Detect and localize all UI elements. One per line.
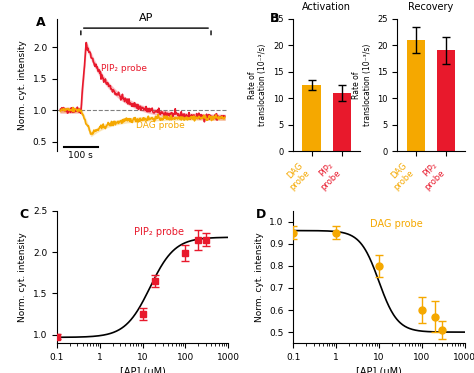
Title: Recovery: Recovery	[408, 2, 454, 12]
Text: B: B	[270, 12, 279, 25]
Text: 100 s: 100 s	[68, 151, 93, 160]
Bar	[302, 85, 321, 151]
Y-axis label: Rate of
translocation (10⁻²/s): Rate of translocation (10⁻²/s)	[248, 44, 267, 126]
Bar	[333, 93, 351, 151]
Y-axis label: Rate of
translocation (10⁻³/s): Rate of translocation (10⁻³/s)	[352, 44, 372, 126]
Text: C: C	[19, 208, 28, 221]
Y-axis label: Norm. cyt. intensity: Norm. cyt. intensity	[18, 232, 27, 322]
Text: PIP₂ probe: PIP₂ probe	[134, 226, 184, 236]
Title: Activation: Activation	[302, 2, 351, 12]
Text: DAG probe: DAG probe	[370, 219, 423, 229]
Y-axis label: Norm. cyt. intensity: Norm. cyt. intensity	[18, 40, 27, 130]
Bar	[437, 50, 456, 151]
Text: AP: AP	[139, 13, 153, 23]
Text: A: A	[36, 16, 46, 29]
Text: D: D	[255, 208, 266, 221]
X-axis label: [AP] (μM): [AP] (μM)	[119, 367, 165, 373]
X-axis label: [AP] (μM): [AP] (μM)	[356, 367, 402, 373]
Y-axis label: Norm. cyt. intensity: Norm. cyt. intensity	[255, 232, 264, 322]
Text: PIP₂ probe: PIP₂ probe	[101, 64, 147, 73]
Bar	[407, 40, 425, 151]
Text: DAG probe: DAG probe	[136, 121, 184, 130]
